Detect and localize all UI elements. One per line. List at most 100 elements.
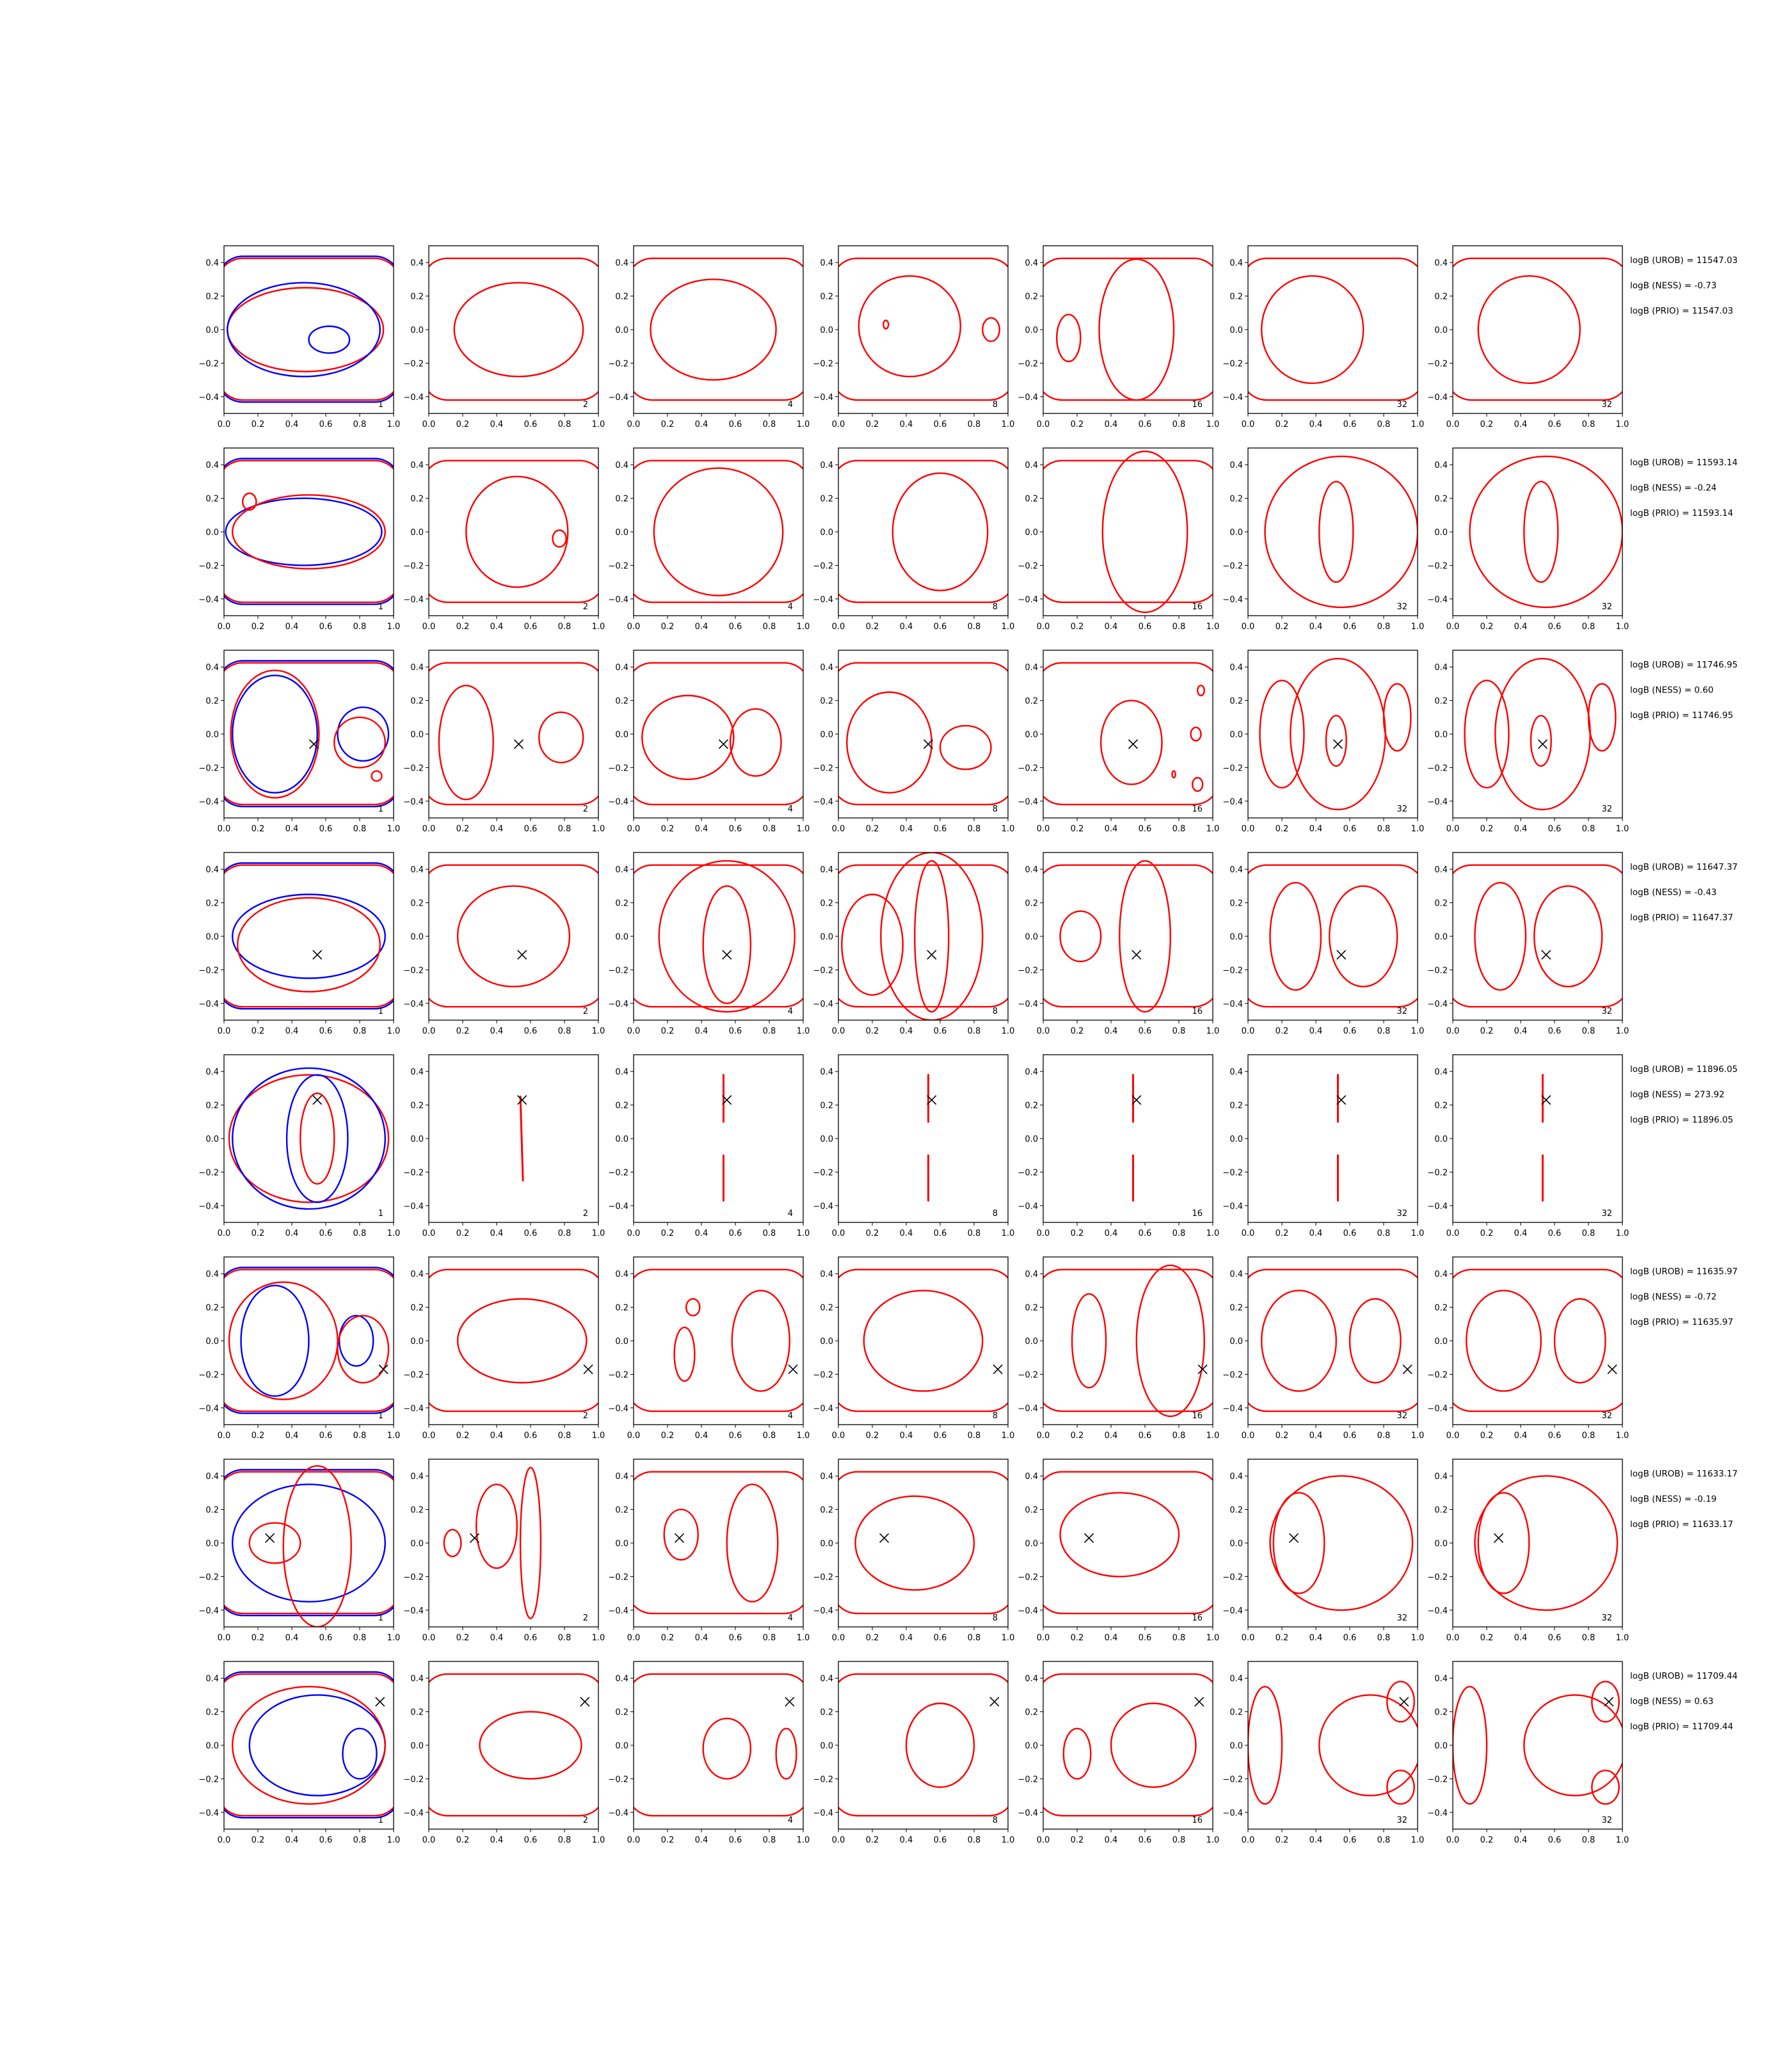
- x-tick-label: 0.6: [319, 1836, 333, 1845]
- x-tick-label: 0.2: [252, 1633, 265, 1643]
- x-tick-label: 0.8: [558, 1431, 572, 1441]
- x-tick-label: 0.0: [832, 1229, 845, 1238]
- x-tick-label: 0.4: [1514, 1633, 1528, 1643]
- x-marker: [993, 1364, 1003, 1375]
- y-tick-label: −0.2: [1427, 561, 1448, 571]
- red-outer-contour: [1043, 460, 1213, 604]
- red-contour: [1469, 455, 1622, 609]
- y-tick-label: −0.2: [1222, 1168, 1243, 1178]
- x-marker-stroke: [469, 1533, 480, 1543]
- logb-annotation: logB (PRIO) = 11633.17: [1630, 1519, 1733, 1530]
- x-tick-label: 0.2: [866, 1836, 879, 1845]
- contour-layer: [228, 1067, 390, 1210]
- red-contour: [1110, 1702, 1197, 1788]
- x-marker-stroke: [722, 1095, 732, 1105]
- red-contour: [1477, 275, 1581, 385]
- red-contour: [300, 1092, 335, 1185]
- x-tick-label: 0.4: [900, 1027, 913, 1036]
- x-tick-label: 0.8: [1377, 420, 1391, 429]
- x-tick-label: 1.0: [797, 824, 810, 834]
- panel-label: 4: [788, 1007, 793, 1016]
- panel-r1-c4: 8 0.0 0.2 0.4 0.6 0.8 1.0 −0.4 −0.2 0.0 0.2 0.4: [813, 245, 1014, 429]
- y-tick-label: 0.0: [205, 1337, 219, 1347]
- y-tick-label: 0.2: [1229, 1506, 1243, 1516]
- contour-layer: [634, 257, 803, 401]
- blue-contour: [232, 1484, 386, 1603]
- y-tick-label: 0.4: [820, 259, 833, 268]
- panel-r4-c7: 32 0.0 0.2 0.4 0.6 0.8 1.0 −0.4 −0.2 0.0 0.2 0.4: [1427, 852, 1629, 1036]
- x-tick-label: 0.8: [1582, 622, 1596, 632]
- x-tick-label: 0.6: [729, 622, 742, 632]
- x-tick-label: 0.8: [968, 824, 981, 834]
- y-tick-label: 0.2: [1025, 1101, 1038, 1111]
- red-contour: [1192, 776, 1204, 792]
- logb-annotation: logB (NESS) = 273.92: [1630, 1090, 1725, 1100]
- y-tick-label: −0.2: [403, 561, 424, 571]
- red-contour: [443, 1528, 462, 1558]
- panel-r2-c2: 2 0.0 0.2 0.4 0.6 0.8 1.0 −0.4 −0.2 0.0 0.2 0.4: [403, 447, 605, 632]
- contour-layer: [1464, 657, 1617, 811]
- y-tick-label: 0.4: [1025, 663, 1038, 673]
- y-tick-label: −0.4: [1222, 393, 1243, 403]
- logb-annotation: logB (PRIO) = 11547.03: [1630, 306, 1733, 316]
- y-tick-label: 0.4: [1025, 461, 1038, 470]
- x-marker-stroke: [580, 1697, 590, 1707]
- y-tick-label: 0.2: [820, 1506, 833, 1516]
- y-tick-label: −0.2: [1018, 764, 1038, 773]
- x-tick-label: 0.2: [866, 1027, 879, 1036]
- y-tick-label: 0.2: [205, 1506, 219, 1516]
- x-tick-label: 1.0: [797, 1431, 810, 1441]
- x-tick-label: 0.0: [627, 420, 641, 429]
- axes-frame: [1043, 1054, 1213, 1223]
- y-tick-label: −0.4: [813, 797, 833, 807]
- red-contour: [552, 529, 567, 548]
- red-contour: [1464, 679, 1510, 789]
- x-tick-label: 0.4: [1309, 1431, 1323, 1441]
- y-tick-label: −0.2: [1018, 359, 1038, 369]
- x-tick-label: 0.4: [695, 1229, 708, 1238]
- x-tick-label: 0.2: [1480, 1431, 1494, 1441]
- panel-label: 32: [1396, 400, 1407, 410]
- y-tick-label: 0.2: [1229, 1708, 1243, 1718]
- x-tick-label: 0.4: [695, 1633, 708, 1643]
- y-tick-label: 0.2: [1434, 1304, 1448, 1313]
- red-contour: [1248, 1686, 1283, 1805]
- x-tick-label: 0.8: [1377, 1027, 1391, 1036]
- x-marker-stroke: [1607, 1364, 1617, 1375]
- panel-r3-c2: 2 0.0 0.2 0.4 0.6 0.8 1.0 −0.4 −0.2 0.0 0.2 0.4: [403, 650, 605, 834]
- red-outer-contour: [838, 1471, 1008, 1615]
- panel-r7-c1: 1 0.0 0.2 0.4 0.6 0.8 1.0 −0.4 −0.2 0.0 0.2 0.4: [198, 1459, 400, 1643]
- red-contour: [227, 287, 385, 372]
- x-tick-label: 1.0: [592, 1633, 605, 1643]
- x-tick-label: 0.0: [1242, 420, 1255, 429]
- y-tick-label: 0.4: [615, 1472, 628, 1482]
- axes-frame: [838, 1661, 1009, 1830]
- y-tick-label: −0.2: [1222, 1775, 1243, 1784]
- y-tick-label: −0.2: [608, 1572, 628, 1582]
- x-tick-label: 0.8: [968, 420, 981, 429]
- x-tick-label: 0.4: [490, 420, 504, 429]
- red-outer-contour: [634, 1471, 803, 1615]
- x-tick-label: 1.0: [1616, 1027, 1629, 1036]
- red-outer-contour: [429, 864, 598, 1008]
- red-outer-contour: [634, 257, 803, 401]
- panel-r1-c3: 4 0.0 0.2 0.4 0.6 0.8 1.0 −0.4 −0.2 0.0 0.2 0.4: [608, 245, 810, 429]
- x-tick-label: 0.8: [1582, 1431, 1596, 1441]
- x-marker: [1493, 1533, 1504, 1543]
- red-outer-contour: [224, 1471, 394, 1615]
- x-tick-label: 0.4: [1309, 420, 1323, 429]
- y-tick-label: −0.4: [198, 393, 219, 403]
- x-tick-label: 0.0: [422, 1027, 436, 1036]
- x-tick-label: 0.8: [1172, 1836, 1186, 1845]
- y-tick-label: −0.2: [403, 764, 424, 773]
- logb-annotation: logB (PRIO) = 11746.95: [1630, 710, 1733, 721]
- x-marker-stroke: [989, 1697, 1000, 1707]
- y-tick-label: 0.0: [1434, 1741, 1448, 1751]
- red-outer-contour: [224, 1673, 394, 1817]
- x-tick-label: 0.6: [1139, 1633, 1152, 1643]
- x-tick-label: 0.2: [866, 1229, 879, 1238]
- x-tick-label: 0.2: [661, 420, 675, 429]
- red-contour: [371, 770, 383, 782]
- x-tick-label: 0.8: [968, 1633, 981, 1643]
- x-tick-label: 0.0: [1446, 1229, 1460, 1238]
